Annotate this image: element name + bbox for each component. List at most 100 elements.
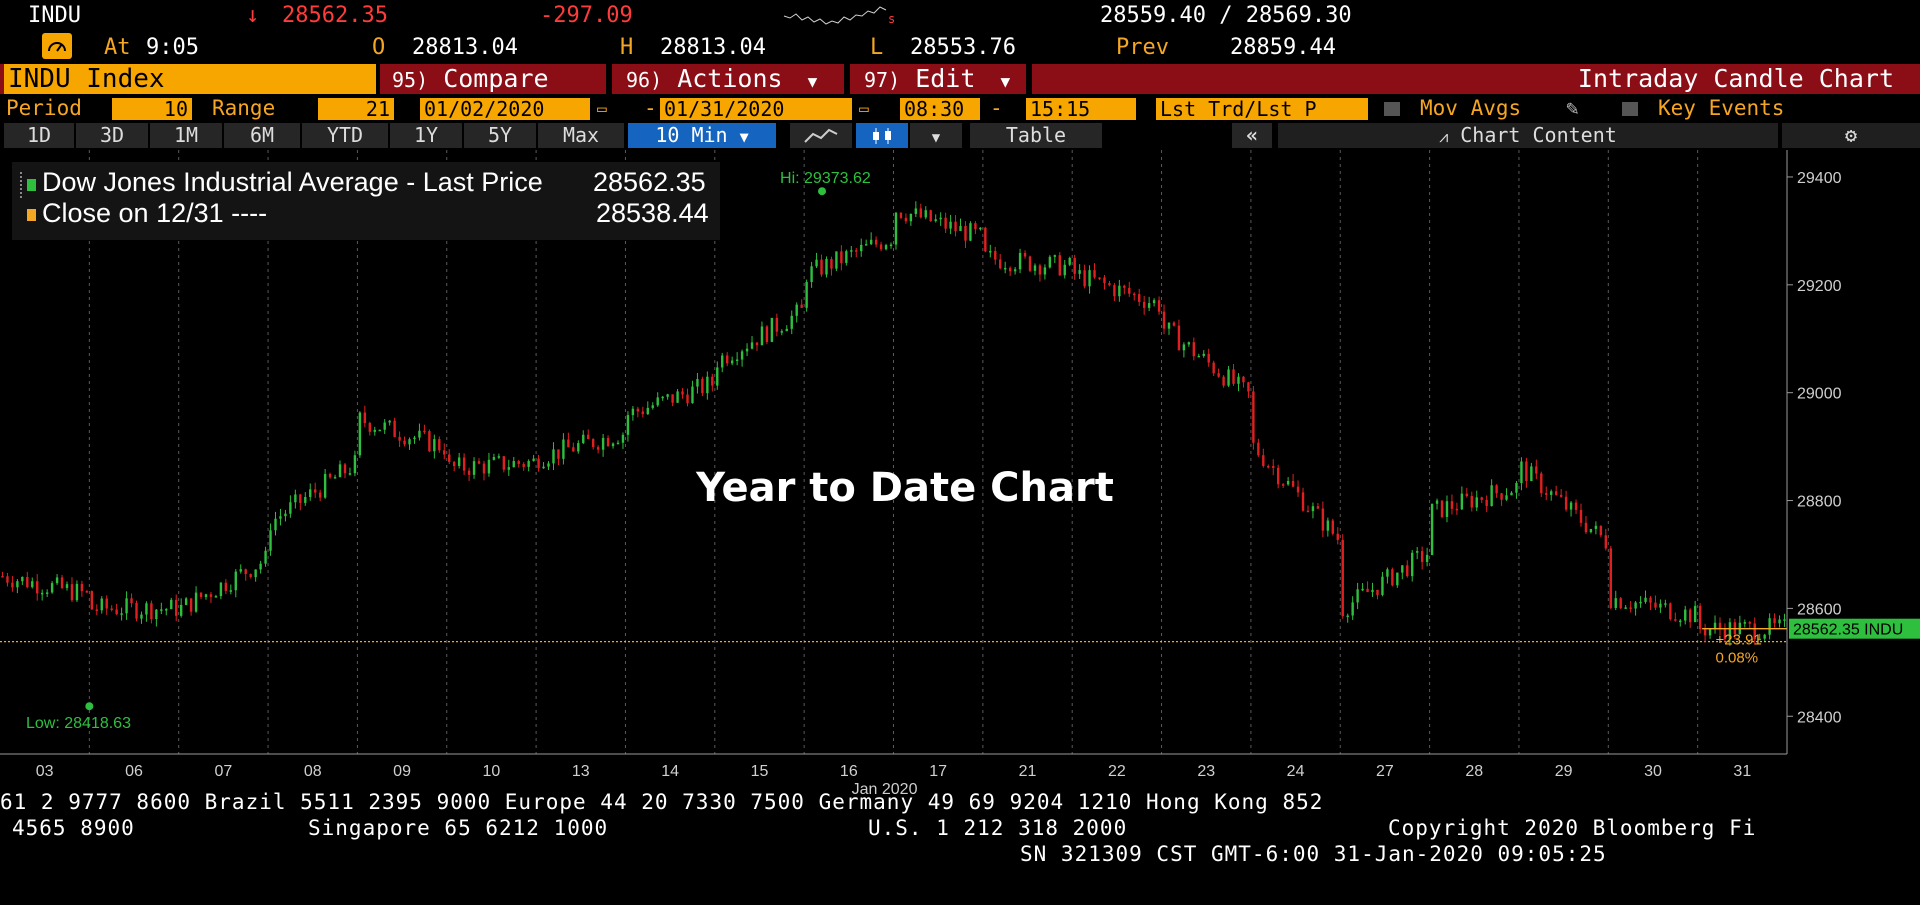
legend-series2-value: 28538.44 xyxy=(596,198,709,228)
candle-body xyxy=(36,581,39,594)
candle-body xyxy=(959,225,962,231)
x-tick-label: 21 xyxy=(1019,763,1037,780)
candle-body xyxy=(1624,607,1627,609)
candle-body xyxy=(1301,492,1305,511)
candle-body xyxy=(835,251,838,269)
candle-body xyxy=(1088,270,1091,287)
candle-chart-icon[interactable] xyxy=(856,123,908,148)
candle-body xyxy=(289,502,292,514)
range-6m-button[interactable]: 6M xyxy=(224,123,300,148)
range-1m-button[interactable]: 1M xyxy=(150,123,222,148)
candle-body xyxy=(229,590,233,592)
candle-body xyxy=(502,456,506,470)
candle-body xyxy=(949,221,952,229)
candle-body xyxy=(314,489,317,493)
security-field[interactable]: INDU Index xyxy=(4,64,376,94)
candle-body xyxy=(626,415,630,435)
candle-body xyxy=(165,609,168,611)
edit-button[interactable]: 97) Edit ▼ xyxy=(850,64,1026,94)
candle-body xyxy=(1133,293,1136,296)
collapse-icon[interactable]: « xyxy=(1232,123,1272,148)
legend-series1-name: Dow Jones Industrial Average - Last Pric… xyxy=(42,167,543,197)
compare-button[interactable]: 95) Compare xyxy=(380,64,606,94)
range-1d-button[interactable]: 1D xyxy=(4,123,74,148)
chevron-down-icon[interactable]: ▼ xyxy=(910,123,962,148)
candle-body xyxy=(696,379,699,387)
candle-body xyxy=(482,463,486,474)
candle-body xyxy=(1599,525,1603,536)
price-type-dropdown[interactable]: Lst Trd/Lst P xyxy=(1156,98,1368,120)
candle-body xyxy=(219,582,223,597)
speed-gauge-icon[interactable] xyxy=(42,33,72,59)
candle-body xyxy=(1371,589,1374,593)
candle-body xyxy=(1525,461,1528,482)
candle-body xyxy=(790,315,793,329)
range-1y-button[interactable]: 1Y xyxy=(390,123,462,148)
candle-body xyxy=(348,473,352,475)
range-max-button[interactable]: Max xyxy=(538,123,624,148)
range-5y-button[interactable]: 5Y xyxy=(464,123,536,148)
candle-body xyxy=(1515,483,1518,493)
candle-body xyxy=(160,609,163,611)
candle-body xyxy=(1758,638,1761,641)
candle-body xyxy=(199,592,203,598)
range-3d-button[interactable]: 3D xyxy=(76,123,148,148)
candle-body xyxy=(1351,602,1354,616)
candle-body xyxy=(567,439,570,448)
chart-content-button[interactable]: ⩘ Chart Content xyxy=(1278,123,1778,148)
calendar-icon[interactable]: ▭ xyxy=(859,99,869,118)
candle-body xyxy=(750,342,754,349)
range-ytd-button[interactable]: YTD xyxy=(302,123,388,148)
legend xyxy=(12,162,720,240)
calendar-icon[interactable]: ▭ xyxy=(597,99,607,118)
chart-content-label: Chart Content xyxy=(1460,123,1617,147)
candle-body xyxy=(755,342,759,346)
candle-body xyxy=(884,245,888,250)
candle-body xyxy=(1495,485,1498,494)
candle-body xyxy=(879,244,883,250)
candle-body xyxy=(1227,369,1230,386)
end-time-field[interactable]: 15:15 xyxy=(1026,98,1136,120)
x-tick-label: 17 xyxy=(929,763,947,780)
candle-body xyxy=(1043,267,1047,275)
candle-body xyxy=(860,244,863,252)
candle-body xyxy=(373,429,376,432)
candle-body xyxy=(671,394,674,403)
candle-body xyxy=(606,437,610,447)
y-tick-label: 28800 xyxy=(1797,494,1842,511)
candle-body xyxy=(1306,510,1310,513)
candle-body xyxy=(1053,255,1057,257)
mov-avgs-checkbox[interactable] xyxy=(1384,102,1400,116)
pencil-icon[interactable]: ✎ xyxy=(1566,96,1579,120)
candle-body xyxy=(368,423,372,432)
key-events-checkbox[interactable] xyxy=(1622,102,1638,116)
start-time-field[interactable]: 08:30 xyxy=(900,98,980,120)
key-events-label[interactable]: Key Events xyxy=(1658,96,1785,120)
gear-icon[interactable]: ⚙ xyxy=(1782,123,1920,148)
candle-body xyxy=(145,603,148,615)
line-chart-icon[interactable] xyxy=(790,123,852,148)
mov-avgs-label[interactable]: Mov Avgs xyxy=(1420,96,1522,120)
period-field[interactable]: 10 xyxy=(112,98,192,120)
candle-body xyxy=(845,251,848,263)
candle-body xyxy=(443,450,446,455)
low-marker xyxy=(85,702,94,711)
candle-body xyxy=(438,439,441,451)
candle-body xyxy=(1252,391,1255,443)
actions-button[interactable]: 96) Actions ▼ xyxy=(612,64,844,94)
range-field[interactable]: 21 xyxy=(318,98,394,120)
start-date-field[interactable]: 01/02/2020 xyxy=(420,98,590,120)
end-date-field[interactable]: 01/31/2020 xyxy=(660,98,852,120)
candle-body xyxy=(721,355,724,368)
candle-body xyxy=(691,386,694,404)
candle-body xyxy=(1376,589,1379,595)
table-button[interactable]: Table xyxy=(970,123,1102,148)
candle-body xyxy=(1361,588,1364,591)
interval-dropdown[interactable]: 10 Min ▼ xyxy=(628,123,776,148)
candle-body xyxy=(999,259,1002,269)
candle-body xyxy=(636,408,640,412)
candle-body xyxy=(1609,548,1612,608)
candle-body xyxy=(840,251,843,263)
candle-body xyxy=(16,581,19,588)
